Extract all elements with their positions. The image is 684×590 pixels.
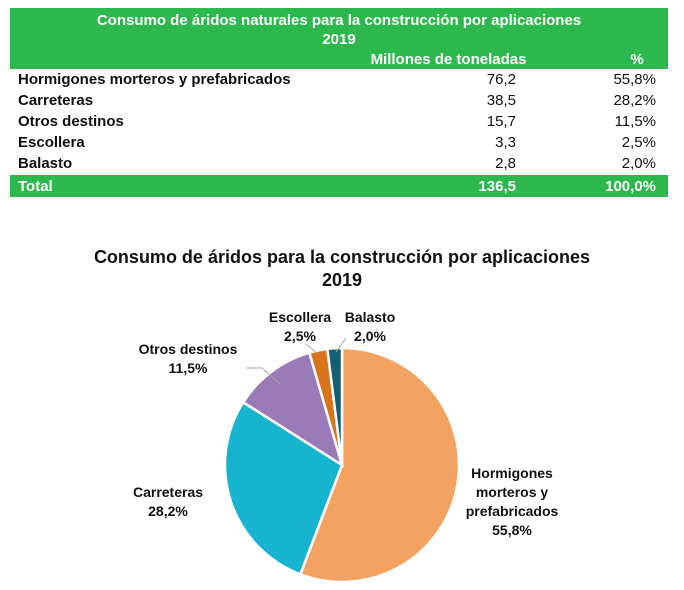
- table-row: Escollera 3,3 2,5%: [10, 132, 668, 153]
- pie-slice-carreteras: [223, 400, 344, 576]
- slice-label-hormigones: Hormigones morteros y prefabricados 55,8%: [466, 465, 559, 538]
- data-table: Consumo de áridos naturales para la cons…: [10, 8, 668, 197]
- column-header-values: Millones de toneladas: [370, 50, 527, 68]
- slice-label-carreteras: Carreteras 28,2%: [133, 484, 203, 519]
- row-label: Carreteras: [18, 92, 94, 109]
- leader-line-escollera: [305, 343, 319, 355]
- row-pct: 28,2%: [613, 92, 656, 109]
- leader-line-balasto: [335, 337, 347, 353]
- chart-subtitle: 2019: [321, 270, 363, 290]
- chart-title: Consumo de áridos para la construcción p…: [93, 247, 591, 267]
- slice-label-otros-destinos: Otros destinos 11,5%: [139, 341, 238, 376]
- pie-slice-balasto: [325, 346, 344, 466]
- table-row: Carreteras 38,5 28,2%: [10, 90, 668, 111]
- table-row: Balasto 2,8 2,0%: [10, 153, 668, 174]
- table-column-headers: Millones de toneladas %: [10, 49, 668, 69]
- row-label: Balasto: [18, 155, 73, 172]
- row-value: 76,2: [486, 71, 516, 88]
- row-label: Hormigones morteros y prefabricados: [18, 71, 291, 88]
- row-pct: 55,8%: [613, 71, 656, 88]
- pie-slice-hormigones: [298, 346, 461, 584]
- total-value: 136,5: [478, 177, 516, 195]
- column-header-pct: %: [630, 50, 644, 68]
- row-pct: 2,0%: [621, 155, 656, 172]
- row-value: 15,7: [486, 113, 516, 130]
- slice-label-balasto: Balasto 2,0%: [345, 309, 396, 344]
- leader-line-otros-destinos: [246, 367, 281, 385]
- row-value: 38,5: [486, 92, 516, 109]
- row-pct: 11,5%: [614, 113, 656, 130]
- table-year: 2019: [322, 31, 356, 48]
- row-value: 3,3: [495, 134, 516, 151]
- row-value: 2,8: [495, 155, 516, 172]
- row-label: Escollera: [18, 134, 85, 151]
- chart-title-block: Consumo de áridos para la construcción p…: [0, 246, 684, 292]
- total-pct: 100,0%: [605, 177, 656, 195]
- table-row: Otros destinos 15,7 11,5%: [10, 111, 668, 132]
- slice-label-escollera: Escollera 2,5%: [269, 309, 331, 344]
- table-total-row: Total 136,5 100,0%: [10, 175, 668, 197]
- table-header: Consumo de áridos naturales para la cons…: [10, 8, 668, 69]
- table-row: Hormigones morteros y prefabricados 76,2…: [10, 69, 668, 90]
- table-title: Consumo de áridos naturales para la cons…: [96, 12, 582, 29]
- row-label: Otros destinos: [18, 113, 124, 130]
- row-pct: 2,5%: [621, 134, 656, 151]
- total-label: Total: [18, 177, 53, 195]
